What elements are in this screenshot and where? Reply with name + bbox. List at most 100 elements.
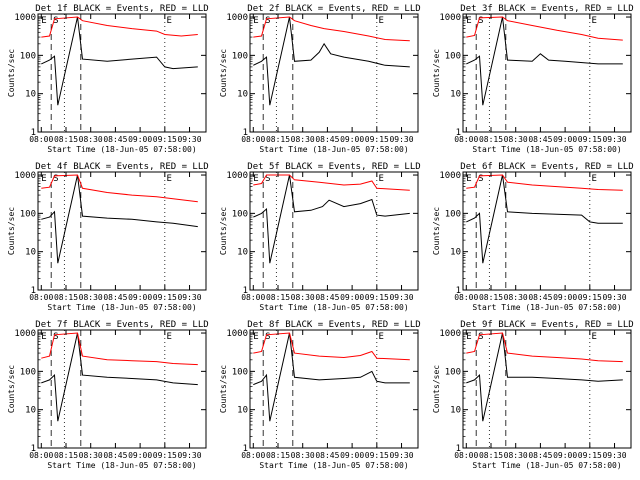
y-axis-label: Counts/sec: [7, 207, 16, 255]
panel-title: Det 2f BLACK = Events, RED = LLD: [247, 4, 420, 14]
x-tick-label: 08:30: [291, 135, 315, 144]
x-tick-label: 09:15: [153, 451, 177, 460]
x-tick-label: 09:15: [365, 293, 389, 302]
y-tick-label: 1000: [226, 13, 248, 23]
x-tick-label: 08:15: [54, 135, 78, 144]
x-axis-label: Start Time (18-Jun-05 07:58:00): [259, 145, 408, 154]
sun-marker-label: S: [478, 16, 483, 26]
sun-marker-label: S: [265, 16, 270, 26]
y-axis-label: Counts/sec: [432, 207, 441, 255]
y-axis-label: Counts/sec: [219, 49, 228, 97]
events-series-line: [253, 332, 410, 422]
x-tick-label: 09:30: [389, 451, 413, 460]
x-axis-label: Start Time (18-Jun-05 07:58:00): [47, 303, 196, 312]
y-tick-label: 1000: [14, 171, 36, 181]
x-tick-label: 08:00: [29, 135, 53, 144]
x-tick-label: 08:45: [528, 135, 552, 144]
y-tick-label: 10: [237, 406, 248, 416]
x-tick-label: 08:15: [266, 293, 290, 302]
x-tick-label: 09:30: [177, 451, 201, 460]
y-axis-label: Counts/sec: [219, 365, 228, 413]
event-marker-label: E: [41, 174, 46, 184]
y-tick-label: 100: [445, 209, 461, 219]
x-tick-label: 09:15: [153, 293, 177, 302]
x-tick-label: 08:45: [315, 293, 339, 302]
y-tick-label: 100: [445, 51, 461, 61]
event-marker-label: E: [591, 16, 596, 26]
x-tick-label: 08:00: [454, 451, 478, 460]
event-marker-label: E: [466, 174, 471, 184]
x-tick-label: 08:30: [504, 451, 528, 460]
lld-series-line: [41, 332, 198, 366]
x-tick-label: 08:30: [504, 135, 528, 144]
y-axis-label: Counts/sec: [7, 49, 16, 97]
plot-frame: [37, 329, 207, 449]
event-marker-label: E: [253, 174, 258, 184]
plot-frame: [249, 171, 419, 291]
x-tick-label: 09:00: [128, 451, 152, 460]
events-series-line: [41, 16, 198, 106]
x-tick-label: 09:30: [602, 135, 626, 144]
x-tick-label: 08:30: [79, 293, 103, 302]
panel-title: Det 9f BLACK = Events, RED = LLD: [460, 320, 633, 330]
panel-title: Det 8f BLACK = Events, RED = LLD: [247, 320, 420, 330]
x-tick-label: 09:00: [553, 293, 577, 302]
event-marker-label: E: [466, 332, 471, 342]
panel-title: Det 7f BLACK = Events, RED = LLD: [35, 320, 208, 330]
y-tick-label: 1: [456, 286, 461, 296]
events-series-line: [41, 332, 198, 422]
x-tick-label: 08:00: [454, 293, 478, 302]
y-tick-label: 1: [31, 128, 36, 138]
lld-series-line: [253, 174, 410, 191]
event-marker-label: E: [466, 16, 471, 26]
x-tick-label: 08:15: [266, 135, 290, 144]
y-tick-label: 1: [243, 128, 248, 138]
panel-title: Det 6f BLACK = Events, RED = LLD: [460, 162, 633, 172]
sun-marker-label: S: [478, 174, 483, 184]
x-tick-label: 08:00: [241, 135, 265, 144]
y-tick-label: 10: [25, 248, 36, 258]
event-marker-label: E: [253, 16, 258, 26]
panel-title: Det 1f BLACK = Events, RED = LLD: [35, 4, 208, 14]
events-series-line: [466, 332, 623, 422]
x-tick-label: 08:00: [29, 293, 53, 302]
y-tick-label: 1000: [14, 13, 36, 23]
y-tick-label: 1000: [226, 329, 248, 339]
y-tick-label: 100: [232, 209, 248, 219]
x-tick-label: 09:00: [128, 135, 152, 144]
x-tick-label: 09:00: [553, 451, 577, 460]
x-tick-label: 08:15: [479, 451, 503, 460]
plot-frame: [249, 13, 419, 133]
x-tick-label: 08:45: [315, 135, 339, 144]
plot-frame: [37, 171, 207, 291]
sun-marker-label: S: [265, 174, 270, 184]
lld-series-line: [466, 332, 623, 363]
x-tick-label: 08:15: [479, 135, 503, 144]
y-axis-label: Counts/sec: [432, 365, 441, 413]
event-marker-label: E: [166, 16, 171, 26]
event-marker-label: E: [253, 332, 258, 342]
y-tick-label: 10: [237, 248, 248, 258]
y-tick-label: 100: [20, 51, 36, 61]
y-tick-label: 100: [232, 367, 248, 377]
x-tick-label: 08:00: [241, 293, 265, 302]
sun-marker-label: S: [478, 332, 483, 342]
x-tick-label: 08:00: [454, 135, 478, 144]
x-axis-label: Start Time (18-Jun-05 07:58:00): [472, 461, 621, 470]
x-tick-label: 08:45: [315, 451, 339, 460]
x-axis-label: Start Time (18-Jun-05 07:58:00): [259, 461, 408, 470]
event-marker-label: E: [41, 16, 46, 26]
events-series-line: [253, 174, 410, 264]
x-tick-label: 09:15: [578, 451, 602, 460]
x-tick-label: 09:30: [602, 293, 626, 302]
event-marker-label: E: [166, 332, 171, 342]
x-tick-label: 09:15: [365, 451, 389, 460]
events-series-line: [253, 16, 410, 106]
x-axis-label: Start Time (18-Jun-05 07:58:00): [47, 145, 196, 154]
x-tick-label: 09:30: [177, 293, 201, 302]
events-series-line: [41, 174, 198, 264]
panel-title: Det 5f BLACK = Events, RED = LLD: [247, 162, 420, 172]
plot-frame: [462, 171, 632, 291]
panel-title: Det 4f BLACK = Events, RED = LLD: [35, 162, 208, 172]
y-tick-label: 1000: [226, 171, 248, 181]
